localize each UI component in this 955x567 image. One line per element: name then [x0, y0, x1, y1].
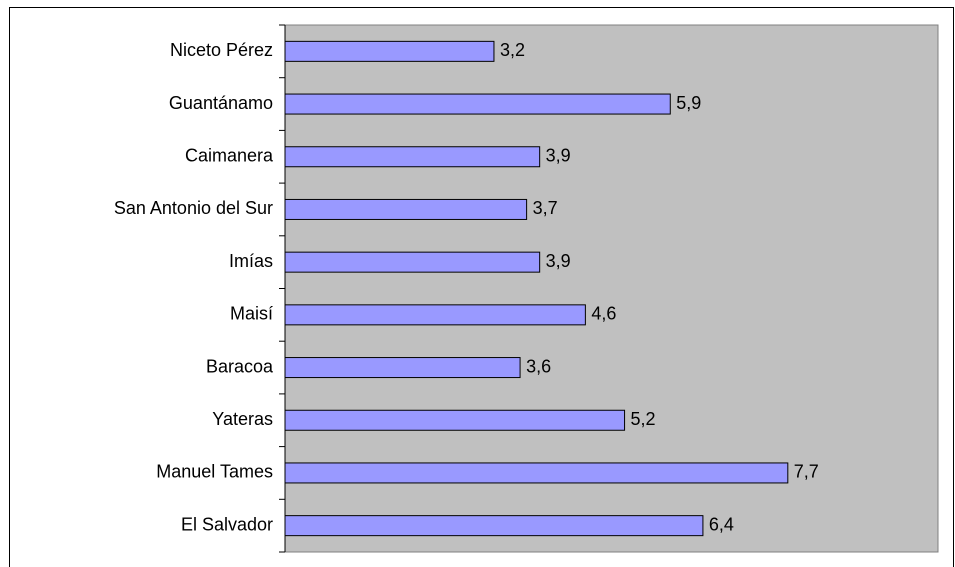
y-tick-label: San Antonio del Sur	[114, 198, 273, 218]
y-tick-label: Imías	[229, 251, 273, 271]
data-label: 3,6	[526, 356, 551, 376]
y-tick-label: Manuel Tames	[156, 462, 273, 482]
y-tick-label: Yateras	[212, 409, 273, 429]
y-tick-label: Guantánamo	[169, 93, 273, 113]
bar	[284, 515, 704, 537]
bar	[284, 409, 626, 431]
bar	[284, 93, 671, 115]
y-tick-label: Baracoa	[206, 356, 274, 376]
data-label: 3,2	[500, 40, 525, 60]
bar	[284, 462, 789, 484]
data-label: 4,6	[591, 304, 616, 324]
data-label: 3,9	[546, 146, 571, 166]
bar	[284, 40, 495, 62]
data-label: 3,9	[546, 251, 571, 271]
y-tick-label: Niceto Pérez	[170, 40, 273, 60]
data-label: 7,7	[794, 462, 819, 482]
bar	[284, 357, 521, 379]
y-tick-label: Caimanera	[185, 146, 274, 166]
data-label: 5,2	[631, 409, 656, 429]
bar	[284, 146, 541, 168]
y-tick-label: Maisí	[230, 304, 273, 324]
data-label: 5,9	[676, 93, 701, 113]
data-label: 3,7	[533, 198, 558, 218]
bar	[284, 304, 586, 326]
bar	[284, 198, 528, 220]
data-label: 6,4	[709, 514, 734, 534]
y-tick-label: El Salvador	[181, 514, 273, 534]
bar	[284, 251, 541, 273]
